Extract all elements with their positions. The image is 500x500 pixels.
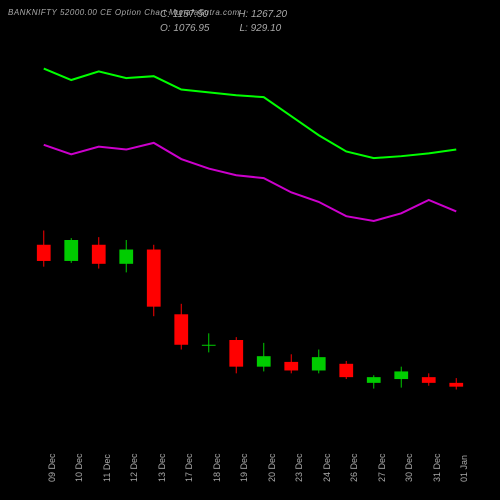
x-tick-label: 23 Dec xyxy=(294,453,304,482)
chart-container: BANKNIFTY 52000.00 CE Option Chart Munaf… xyxy=(0,0,500,500)
low-group: L: 929.10 xyxy=(240,22,282,36)
x-tick-label: 10 Dec xyxy=(74,453,84,482)
high-group: H: 1267.20 xyxy=(238,8,287,22)
x-tick-label: 01 Jan xyxy=(459,455,469,482)
x-tick-label: 20 Dec xyxy=(267,453,277,482)
ohlc-display: C: 1157.50 H: 1267.20 O: 1076.95 L: 929.… xyxy=(160,8,287,36)
close-group: C: 1157.50 xyxy=(160,8,208,22)
x-tick-label: 09 Dec xyxy=(47,453,57,482)
x-tick-label: 26 Dec xyxy=(349,453,359,482)
x-tick-label: 27 Dec xyxy=(377,453,387,482)
x-tick-label: 13 Dec xyxy=(157,453,167,482)
x-tick-label: 18 Dec xyxy=(212,453,222,482)
x-tick-label: 31 Dec xyxy=(432,453,442,482)
x-axis: 09 Dec 10 Dec 11 Dec 12 Dec 13 Dec 17 Dec 18 D… xyxy=(30,440,470,500)
x-tick-label: 19 Dec xyxy=(239,453,249,482)
plot-area xyxy=(30,40,470,440)
x-tick-label: 24 Dec xyxy=(322,453,332,482)
open-group: O: 1076.95 xyxy=(160,22,210,36)
x-tick-label: 17 Dec xyxy=(184,453,194,482)
x-tick-label: 11 Dec xyxy=(102,454,112,482)
x-tick-label: 12 Dec xyxy=(129,453,139,482)
x-tick-label: 30 Dec xyxy=(404,453,414,482)
